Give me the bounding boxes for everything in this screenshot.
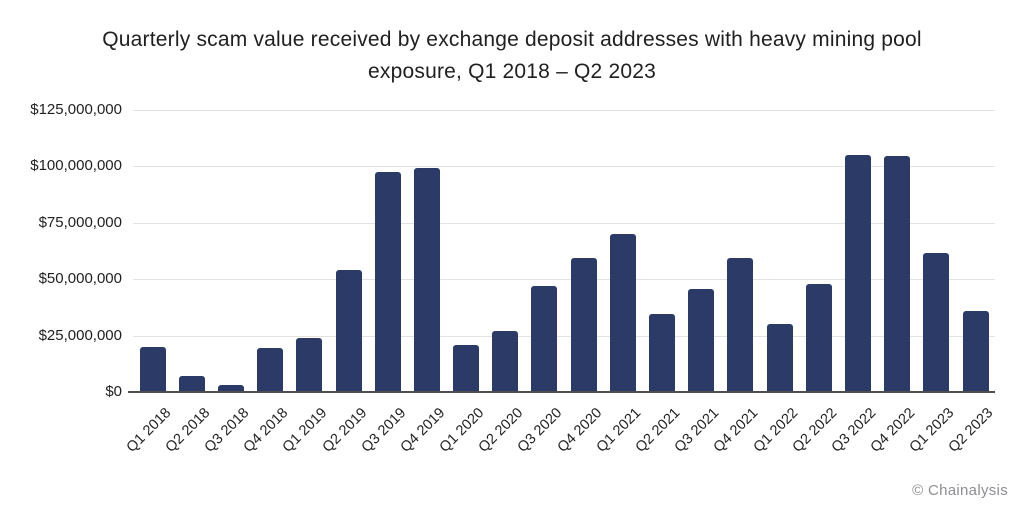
bar-slot (211, 110, 250, 392)
bar-slot (799, 110, 838, 392)
bar-q3-2019 (374, 172, 401, 392)
bar-q2-2020 (492, 331, 519, 392)
bar-q3-2022 (844, 155, 871, 392)
bar-slot (329, 110, 368, 392)
bar-q4-2021 (727, 257, 754, 392)
y-tick-label: $25,000,000 (38, 327, 122, 344)
bar-q2-2022 (805, 283, 832, 392)
bar-slot (642, 110, 681, 392)
x-tick-label: Q1 2020 (436, 405, 488, 456)
chainalysis-attribution: © Chainalysis (912, 482, 1008, 499)
gridline (133, 223, 995, 224)
bar-slot (956, 110, 995, 392)
bar-slot (172, 110, 211, 392)
bar-slot (407, 110, 446, 392)
bar-q1-2020 (453, 344, 480, 392)
bar-q4-2019 (413, 167, 440, 392)
x-tick-label: Q3 2020 (515, 405, 566, 456)
y-tick-label: $100,000,000 (30, 157, 122, 174)
bar-slot (682, 110, 721, 392)
y-tick-label: $75,000,000 (38, 214, 122, 231)
x-tick-label: Q1 2019 (279, 405, 331, 456)
bar-q4-2018 (257, 348, 284, 392)
bar-series (133, 110, 995, 392)
x-tick-label: Q2 2021 (632, 405, 684, 456)
bar-slot (917, 110, 956, 392)
x-tick-label: Q2 2022 (789, 405, 841, 456)
x-tick-label: Q4 2018 (240, 405, 292, 456)
y-tick-label: $50,000,000 (38, 270, 122, 287)
x-tick-label: Q4 2022 (867, 405, 919, 456)
bar-slot (603, 110, 642, 392)
bar-q3-2018 (217, 385, 244, 392)
bar-q1-2023 (923, 253, 950, 392)
x-tick-label: Q1 2018 (123, 405, 174, 456)
bar-slot (878, 110, 917, 392)
bar-slot (838, 110, 877, 392)
bar-q1-2019 (296, 337, 323, 392)
bar-slot (525, 110, 564, 392)
bar-slot (447, 110, 486, 392)
bar-q2-2019 (335, 270, 362, 392)
bar-slot (251, 110, 290, 392)
x-tick-label: Q2 2023 (946, 405, 997, 456)
bar-slot (760, 110, 799, 392)
bar-q4-2022 (884, 156, 911, 392)
bar-q3-2021 (688, 289, 715, 392)
bar-q1-2021 (609, 234, 636, 392)
bar-slot (564, 110, 603, 392)
x-tick-label: Q2 2019 (319, 405, 370, 456)
x-axis-line (128, 391, 995, 393)
bar-slot (133, 110, 172, 392)
gridline (133, 110, 995, 111)
x-tick-label: Q1 2023 (906, 405, 958, 456)
gridline (133, 336, 995, 337)
bar-slot (368, 110, 407, 392)
bar-q2-2018 (178, 376, 205, 392)
x-tick-label: Q4 2021 (710, 405, 762, 456)
x-tick-label: Q3 2019 (358, 405, 410, 456)
bar-slot (290, 110, 329, 392)
chart-title-line2: exposure, Q1 2018 – Q2 2023 (368, 60, 656, 83)
bar-slot (721, 110, 760, 392)
x-tick-label: Q1 2022 (750, 405, 801, 456)
x-tick-label: Q2 2020 (475, 405, 527, 456)
x-tick-label: Q3 2018 (201, 405, 253, 456)
bar-slot (486, 110, 525, 392)
bar-q1-2022 (766, 324, 793, 392)
x-tick-label: Q4 2019 (397, 405, 449, 456)
bar-q1-2018 (139, 346, 166, 392)
bar-q2-2023 (962, 310, 989, 392)
x-tick-label: Q4 2020 (554, 405, 605, 456)
gridline (133, 166, 995, 167)
y-tick-label: $0 (105, 383, 122, 400)
y-axis: $0 $25,000,000 $50,000,000 $75,000,000 $100,… (0, 101, 124, 400)
chart-title: Quarterly scam value received by exchang… (0, 0, 1024, 88)
gridline (133, 279, 995, 280)
chart-title-line1: Quarterly scam value received by exchang… (102, 28, 922, 51)
x-tick-label: Q2 2018 (162, 405, 214, 456)
x-tick-label: Q1 2021 (593, 405, 645, 456)
x-tick-label: Q3 2021 (671, 405, 723, 456)
bar-q3-2020 (531, 286, 558, 392)
bar-q2-2021 (649, 314, 676, 392)
x-tick-label: Q3 2022 (828, 405, 880, 456)
plot-area (128, 110, 995, 393)
y-tick-label: $125,000,000 (30, 101, 122, 118)
bar-q4-2020 (570, 257, 597, 392)
